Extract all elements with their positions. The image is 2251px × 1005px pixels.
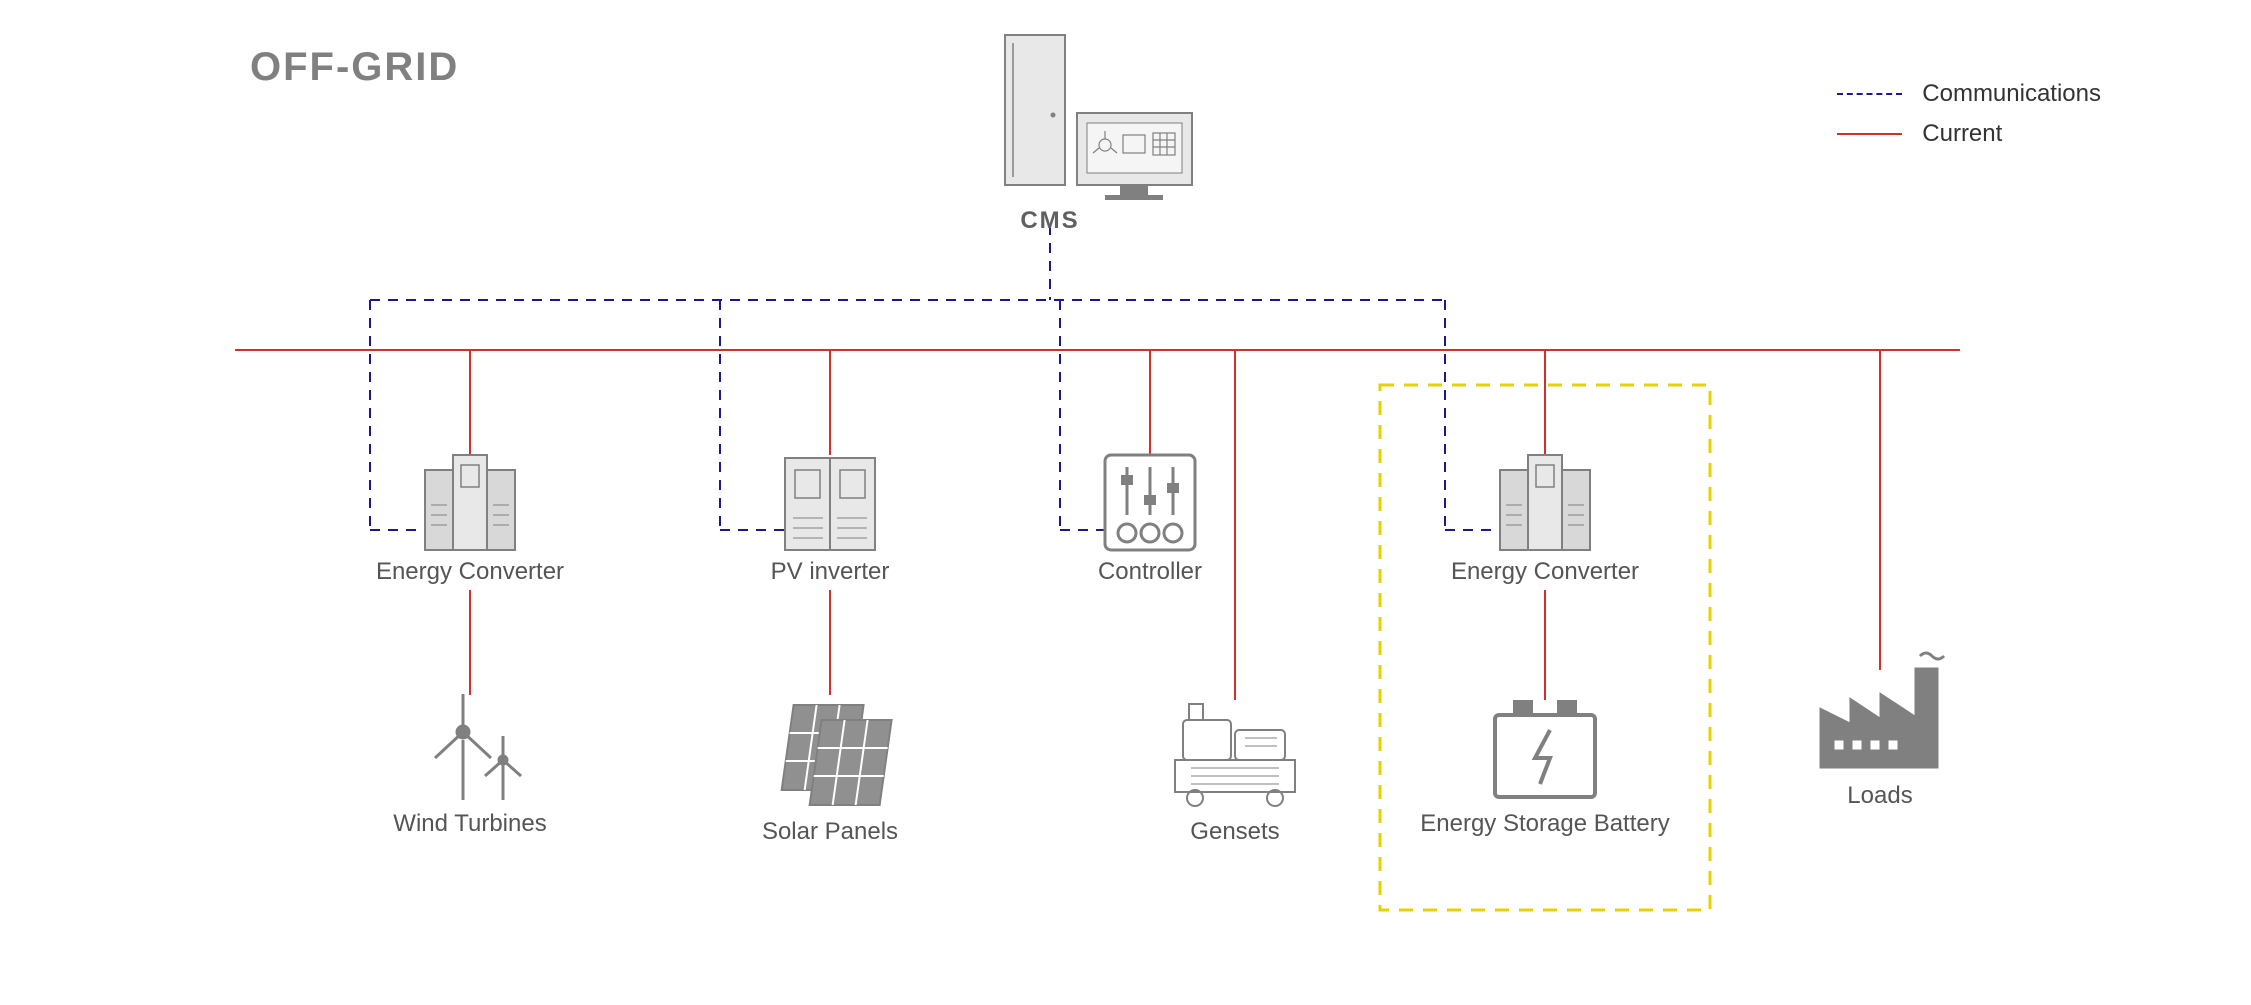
solar-panels-label: Solar Panels [755,818,905,846]
energy-converter-2-icon [1500,455,1590,550]
gensets-icon [1175,704,1295,806]
solar-panels-icon [782,705,892,805]
wind-turbines-icon [435,694,521,800]
pv-inverter-label: PV inverter [755,558,905,586]
cms-icon [1005,35,1192,200]
loads-label: Loads [1830,782,1930,810]
pv-inverter-icon [785,458,875,550]
gensets-label: Gensets [1170,818,1300,846]
loads-icon [1820,653,1944,768]
wind-turbines-label: Wind Turbines [390,810,550,838]
energy-converter-1-icon [425,455,515,550]
energy-converter-1-label: Energy Converter [370,558,570,586]
diagram-svg [0,0,2251,1005]
energy-converter-2-label: Energy Converter [1445,558,1645,586]
cms-label: CMS [995,207,1105,235]
controller-icon [1105,455,1195,550]
energy-storage-battery-label: Energy Storage Battery [1415,810,1675,838]
battery-icon [1495,700,1595,797]
controller-label: Controller [1075,558,1225,586]
